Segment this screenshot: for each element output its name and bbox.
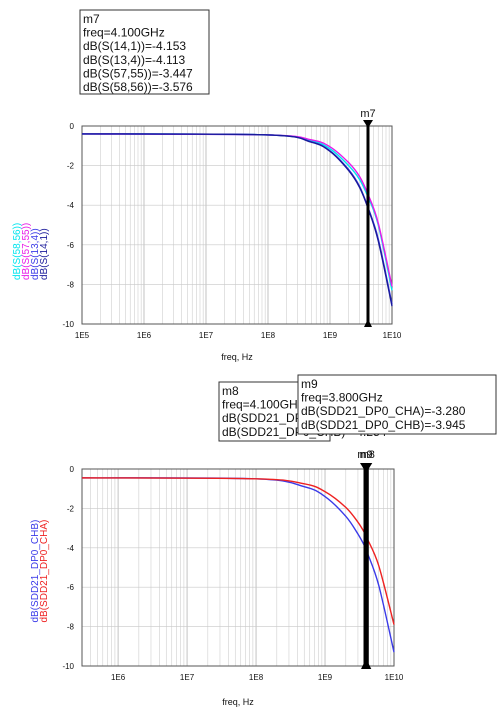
x-axis-label: freq, Hz bbox=[222, 697, 254, 707]
y-tick-label: -2 bbox=[67, 162, 75, 171]
x-tick-label: 1E8 bbox=[261, 331, 276, 340]
marker-readout-line: freq=4.100GHz bbox=[83, 26, 165, 40]
y-tick-label: -8 bbox=[67, 280, 75, 289]
y-tick-label: 0 bbox=[70, 122, 75, 131]
marker-readout-line: dB(S(13,4))=-4.113 bbox=[83, 53, 185, 67]
marker-readout-box-m9 bbox=[297, 374, 497, 435]
y-tick-label: -6 bbox=[67, 241, 75, 250]
marker-readout-line: freq=4.100GHz bbox=[222, 398, 304, 412]
legend-entry: dB(S(13,4)) bbox=[30, 228, 41, 280]
plot-area bbox=[82, 126, 392, 324]
y-tick-label: -4 bbox=[67, 544, 75, 553]
marker-foot-m9 bbox=[361, 661, 370, 669]
marker-readout-line: freq=3.800GHz bbox=[301, 391, 383, 405]
x-tick-label: 1E6 bbox=[137, 331, 152, 340]
x-tick-label: 1E7 bbox=[199, 331, 214, 340]
marker-readout-line: dB(S(57,55))=-3.447 bbox=[83, 66, 193, 80]
marker-readout-line: m9 bbox=[301, 377, 318, 391]
marker-head-m7[interactable] bbox=[362, 120, 373, 128]
series-line-dB(S(14,1)) bbox=[81, 133, 393, 307]
x-tick-label: 1E6 bbox=[111, 673, 126, 682]
y-tick-label: -8 bbox=[67, 623, 75, 632]
legend: dB(SDD21_DP0_CHB)dB(SDD21_DP0_CHA) bbox=[30, 520, 50, 623]
legend-entry: dB(S(57,55)) bbox=[21, 223, 32, 280]
y-tick-label: -10 bbox=[62, 320, 74, 329]
x-tick-label: 1E9 bbox=[318, 673, 333, 682]
y-tick-label: -10 bbox=[62, 662, 74, 671]
marker-readout-line: m7 bbox=[83, 12, 100, 26]
marker-label: m8 bbox=[360, 449, 375, 461]
y-tick-label: -6 bbox=[67, 583, 75, 592]
legend-entry: dB(SDD21_DP0_CHB) bbox=[30, 520, 41, 623]
legend: dB(S(58,56))dB(S(57,55))dB(S(13,4))dB(S(… bbox=[12, 223, 50, 280]
x-tick-label: 1E9 bbox=[323, 331, 338, 340]
legend-entry: dB(S(14,1)) bbox=[39, 228, 50, 280]
legend-entry: dB(S(58,56)) bbox=[12, 223, 23, 280]
y-tick-label: -4 bbox=[67, 201, 75, 210]
chart-2: 0 -2 -4 -6 -8 -10 1E6 1E7 1E8 1E9 1E10 freq, Hz dB(S… bbox=[30, 374, 497, 707]
legend-entry: dB(SDD21_DP0_CHA) bbox=[39, 520, 50, 623]
marker-readout-line: dB(S(58,56))=-3.576 bbox=[83, 80, 193, 94]
plot-area bbox=[82, 469, 394, 666]
plot-frame bbox=[81, 468, 395, 667]
x-tick-label: 1E10 bbox=[385, 673, 404, 682]
x-tick-label: 1E10 bbox=[383, 331, 402, 340]
marker-head-m9[interactable] bbox=[360, 463, 371, 471]
plot-frame bbox=[81, 125, 393, 325]
series-line-dB(SDD21_DP0_CHA) bbox=[81, 477, 395, 625]
y-tick-label: 0 bbox=[70, 465, 75, 474]
x-tick-label: 1E7 bbox=[180, 673, 195, 682]
marker-label: m9 bbox=[357, 449, 372, 461]
x-axis-label: freq, Hz bbox=[221, 352, 253, 362]
x-tick-label: 1E5 bbox=[75, 331, 90, 340]
marker-foot-m7 bbox=[363, 319, 372, 327]
marker-readout-line: dB(SDD21_DP0_CHB)=-3.945 bbox=[301, 418, 466, 432]
marker-label: m7 bbox=[360, 108, 375, 120]
marker-readout-box-m7 bbox=[79, 9, 210, 95]
marker-readout-line: dB(S(14,1))=-4.153 bbox=[83, 39, 186, 53]
y-tick-label: -2 bbox=[67, 504, 75, 513]
marker-readout-line: m8 bbox=[222, 384, 239, 398]
marker-readout-line: dB(SDD21_DP0_CHA)=-3.280 bbox=[301, 404, 466, 418]
x-tick-label: 1E8 bbox=[249, 673, 264, 682]
